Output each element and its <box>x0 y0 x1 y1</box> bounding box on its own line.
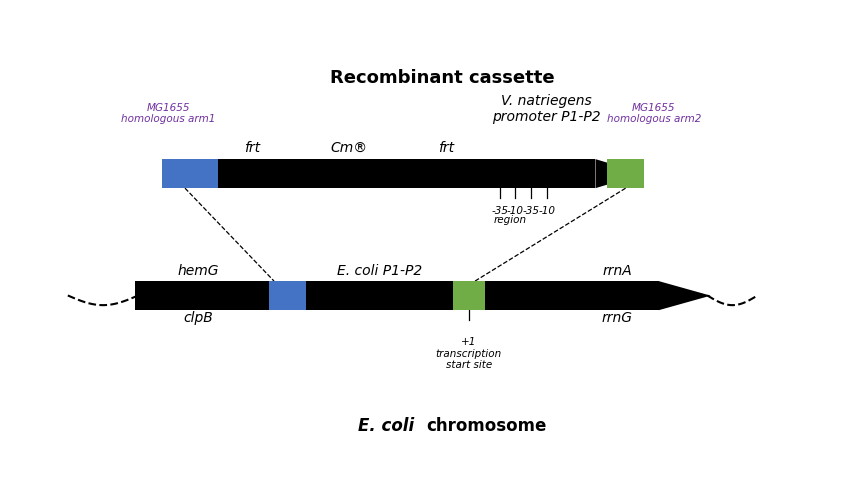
Text: -35: -35 <box>492 206 508 216</box>
Bar <box>135 281 659 310</box>
Text: V. natriegens
promoter P1-P2: V. natriegens promoter P1-P2 <box>492 94 600 124</box>
Text: clpB: clpB <box>183 311 213 325</box>
Text: hemG: hemG <box>178 265 219 279</box>
Text: -10: -10 <box>506 206 524 216</box>
Bar <box>162 159 595 188</box>
Text: -10: -10 <box>538 206 555 216</box>
Text: rrnA: rrnA <box>602 265 632 279</box>
Text: -35: -35 <box>523 206 540 216</box>
Text: Cm®: Cm® <box>331 141 367 155</box>
Text: rrnG: rrnG <box>601 311 632 325</box>
Text: chromosome: chromosome <box>426 417 547 436</box>
Text: region: region <box>493 215 526 225</box>
Text: +1
transcription
start site: +1 transcription start site <box>435 338 502 371</box>
Bar <box>162 159 219 188</box>
Text: frt: frt <box>244 141 260 155</box>
Bar <box>269 281 306 310</box>
Text: E. coli P1-P2: E. coli P1-P2 <box>337 265 422 279</box>
Bar <box>453 281 485 310</box>
Polygon shape <box>659 281 710 310</box>
Text: MG1655
homologous arm2: MG1655 homologous arm2 <box>607 103 701 124</box>
Polygon shape <box>595 159 644 188</box>
Text: Recombinant cassette: Recombinant cassette <box>331 69 555 87</box>
Bar <box>607 159 644 188</box>
Text: MG1655
homologous arm1: MG1655 homologous arm1 <box>121 103 215 124</box>
Text: E. coli: E. coli <box>358 417 414 436</box>
Text: frt: frt <box>438 141 454 155</box>
